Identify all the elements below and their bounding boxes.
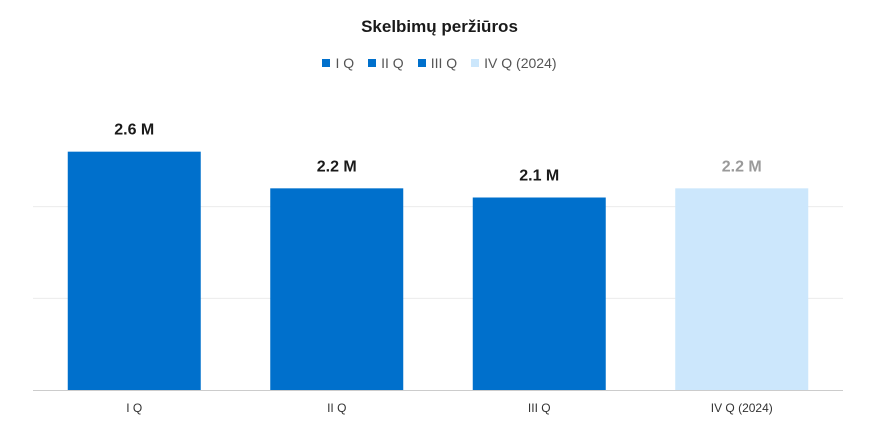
legend-label-2: II Q [381, 55, 404, 71]
legend-swatch-3 [417, 59, 426, 67]
legend-label-4: IV Q (2024) [484, 55, 557, 71]
legend-label-3: III Q [430, 55, 458, 71]
bar-1 [67, 151, 201, 390]
legend-swatch-4 [471, 59, 480, 67]
legend-item-1[interactable]: I Q [322, 55, 354, 71]
legend-swatch-1 [322, 59, 331, 67]
data-label-2: 2.2 M [317, 158, 357, 175]
data-label-1: 2.6 M [114, 122, 154, 139]
chart-title: Skelbimų peržiūros [361, 17, 518, 36]
bar-4 [675, 188, 809, 390]
data-label-3: 2.1 M [519, 168, 559, 185]
data-label-4: 2.2 M [722, 158, 762, 175]
legend-label-1: I Q [335, 55, 355, 71]
x-tick-label-2: II Q [327, 401, 346, 415]
legend-item-4[interactable]: IV Q (2024) [471, 55, 557, 71]
legend-item-2[interactable]: II Q [368, 55, 404, 71]
legend-swatch-2 [368, 59, 377, 67]
legend-item-3[interactable]: III Q [417, 55, 458, 71]
x-tick-label-1: I Q [126, 401, 142, 415]
x-tick-label-3: III Q [528, 401, 551, 415]
legend: I Q II Q III Q IV Q (2024) [0, 55, 879, 71]
bar-3 [472, 197, 606, 390]
x-tick-label-4: IV Q (2024) [711, 401, 773, 415]
bar-2 [270, 188, 404, 390]
